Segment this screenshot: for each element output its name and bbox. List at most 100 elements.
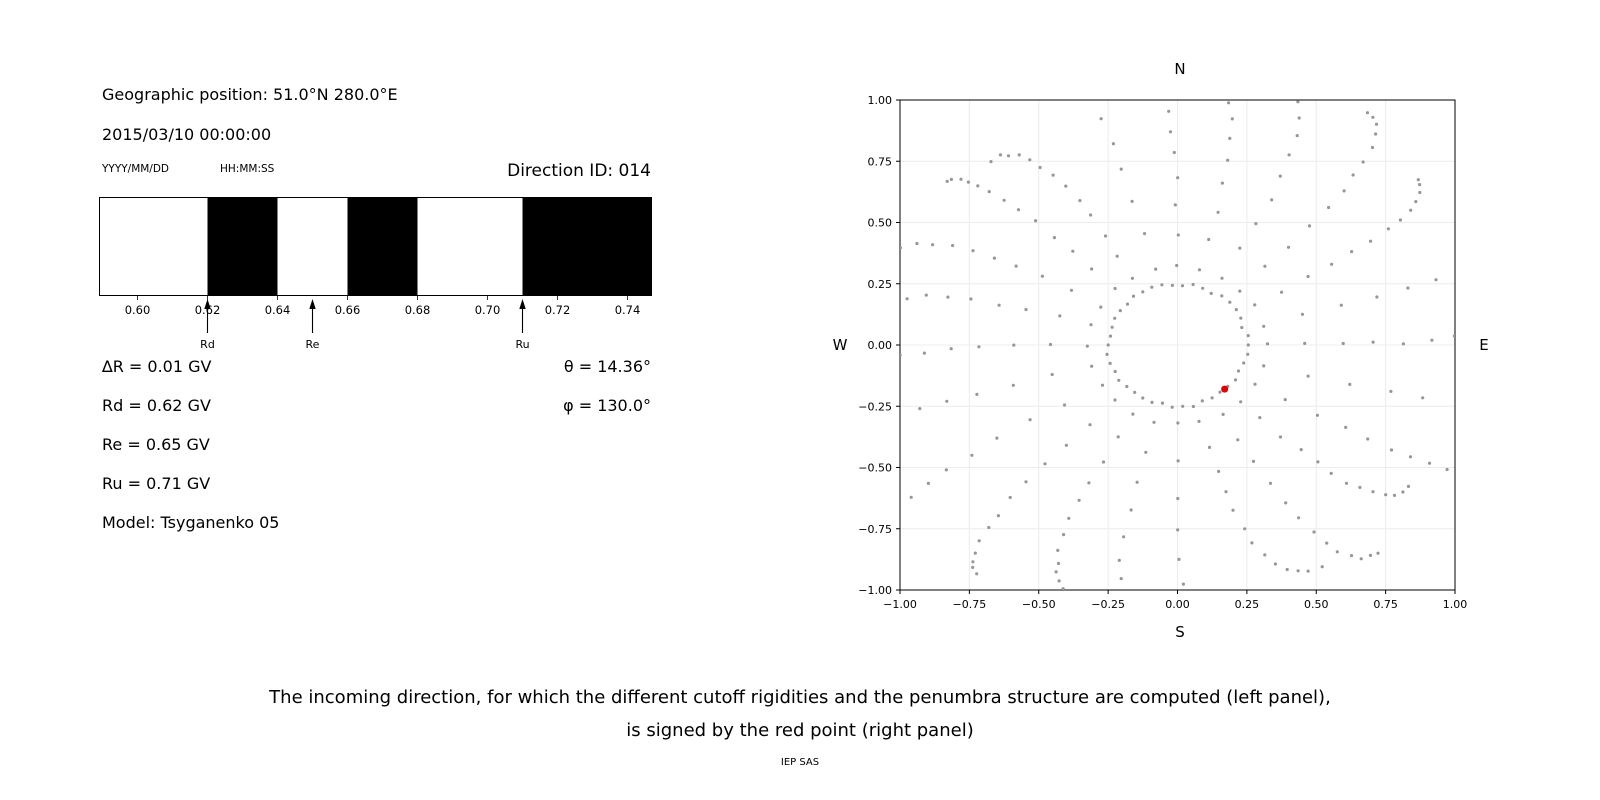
direction-dot [838, 390, 841, 393]
direction-dot [1154, 267, 1158, 271]
direction-dot [1265, 342, 1270, 346]
direction-dot [945, 399, 949, 403]
direction-dot [1325, 541, 1329, 545]
direction-dot [1228, 300, 1232, 304]
direction-dot [1361, 160, 1365, 164]
direction-dot [995, 436, 999, 440]
direction-dot [1051, 173, 1055, 177]
param-ru: Ru = 0.71 GV [102, 474, 211, 493]
direction-dot [1457, 269, 1460, 272]
direction-dot [1238, 246, 1242, 250]
direction-dot [1401, 342, 1405, 346]
param-delta-r: ∆R = 0.01 GV [102, 357, 212, 376]
direction-dot [1087, 481, 1091, 485]
direction-dot [1207, 237, 1211, 242]
direction-dot [1368, 553, 1373, 557]
direction-dot [1344, 481, 1349, 485]
direction-dot [1175, 263, 1179, 268]
direction-dot [1172, 150, 1176, 155]
direction-dot [1131, 294, 1136, 298]
direction-dot [1306, 569, 1310, 573]
direction-dot [1133, 390, 1137, 394]
direction-dot [1273, 562, 1277, 566]
direction-dot [1209, 291, 1213, 295]
direction-dot [1452, 334, 1455, 338]
direction-dot [1254, 222, 1258, 226]
direction-dot [1024, 307, 1028, 312]
direction-dot [875, 422, 878, 425]
direction-dot [1266, 64, 1269, 67]
direction-dot [970, 453, 974, 457]
direction-dot [1101, 460, 1106, 464]
direction-dot [996, 514, 1000, 518]
direction-dot [1418, 190, 1422, 195]
direction-dot [1106, 343, 1110, 347]
direction-dot [1300, 312, 1305, 316]
direction-dot [1099, 117, 1103, 121]
direction-dot [1089, 323, 1093, 327]
direction-dot [1122, 535, 1126, 539]
direction-dot [1243, 527, 1247, 531]
direction-dot [1108, 361, 1112, 365]
direction-dot [1456, 399, 1459, 402]
direction-dot [1170, 283, 1174, 287]
direction-dot [1150, 400, 1154, 404]
direction-dot [1427, 461, 1432, 465]
direction-dot [1145, 61, 1148, 64]
x-tick-label: 0.25 [1235, 598, 1260, 611]
penumbra-x-tick-label: 0.70 [475, 303, 501, 317]
direction-dot [1330, 262, 1334, 266]
direction-dot [1118, 594, 1121, 597]
direction-dot [1017, 153, 1021, 157]
direction-dot [1079, 81, 1082, 84]
direction-dot [1246, 343, 1250, 347]
direction-dot [1117, 558, 1121, 562]
direction-dot [1191, 404, 1195, 409]
direction-dot [1236, 369, 1241, 373]
direction-dot [1176, 176, 1180, 180]
penumbra-band [207, 198, 278, 295]
direction-dot [1199, 61, 1202, 64]
direction-dot [1369, 239, 1373, 243]
y-tick-label: −0.75 [858, 523, 892, 536]
penumbra-band [347, 198, 418, 295]
direction-dot [881, 546, 884, 549]
direction-dot [1358, 485, 1362, 489]
direction-dots [838, 61, 1477, 614]
x-tick-label: −0.50 [1022, 598, 1056, 611]
direction-dot [945, 179, 949, 183]
cutoff-marker-label: Re [306, 338, 320, 351]
direction-dot [1100, 383, 1105, 387]
direction-dot [1474, 472, 1477, 475]
direction-dot [1329, 471, 1333, 475]
direction-dot [1011, 383, 1015, 387]
direction-dot [1067, 65, 1070, 68]
direction-dot [1430, 338, 1434, 342]
direction-dot [1113, 369, 1117, 374]
direction-dot [1239, 316, 1243, 320]
direction-dot [1152, 420, 1156, 424]
direction-dot [867, 306, 870, 309]
direction-dot [1125, 302, 1130, 306]
direction-dot [859, 322, 862, 325]
direction-dot [1366, 437, 1370, 441]
direction-dot [1226, 158, 1230, 162]
direction-dot [1197, 419, 1201, 423]
direction-dot [1374, 132, 1378, 136]
direction-dot [1335, 550, 1339, 554]
x-tick-label: −1.00 [883, 598, 917, 611]
direction-dot [1306, 274, 1310, 279]
direction-dot [1416, 178, 1420, 182]
direction-dot [862, 315, 865, 318]
direction-dot [1421, 396, 1425, 400]
direction-dot [1129, 508, 1133, 512]
direction-dot [1103, 234, 1108, 238]
model-label: Model: Tsyganenko 05 [102, 513, 280, 532]
direction-dot [987, 190, 991, 194]
direction-dot [1120, 611, 1123, 614]
direction-dot [1034, 219, 1038, 223]
direction-dot [1234, 308, 1238, 312]
direction-dot [1339, 303, 1343, 307]
direction-dot [1408, 455, 1413, 459]
direction-dot [1130, 199, 1134, 203]
